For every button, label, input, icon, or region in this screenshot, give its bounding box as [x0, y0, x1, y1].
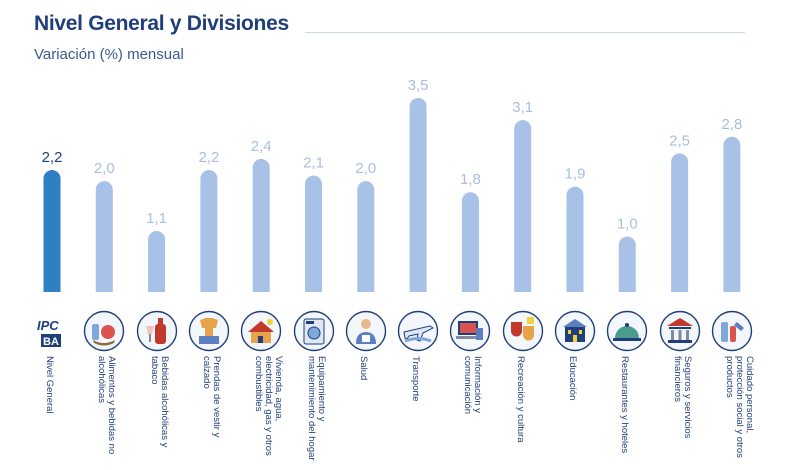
category-label-text: Restaurantes y hoteles	[619, 356, 631, 454]
wine-bottle-icon	[136, 310, 178, 352]
category-label-text: Cuidado personal, protección social y ot…	[723, 356, 755, 458]
svg-text:BA: BA	[43, 336, 59, 348]
house-utilities-icon	[240, 310, 282, 352]
category-label-text: Transporte	[410, 356, 422, 402]
value-label-cuidado-personal-proteccion-social-y-otros-productos: 2,8	[721, 116, 742, 133]
category-label-text: Prendas de vestir y calzado	[200, 356, 222, 438]
bar-salud	[357, 181, 375, 300]
bar-recreacion-y-cultura	[514, 120, 532, 300]
category-label-text: Información y comunicación	[462, 356, 484, 415]
ipc-ba-logo-icon: IPC BA	[31, 310, 73, 352]
bank-icon	[659, 310, 701, 352]
value-label-restaurantes-y-hoteles: 1,0	[617, 216, 638, 233]
value-label-vivienda-agua-electricidad-gas-y-otros-combustibles: 2,4	[251, 138, 272, 155]
category-label-text: Bebidas alcohólicas y tabaco	[148, 356, 170, 448]
clothing-icon	[188, 310, 230, 352]
category-label-seguros-y-servicios-financieros: Seguros y servicios financieros	[670, 356, 693, 466]
value-label-salud: 2,0	[355, 160, 376, 177]
title-divider	[305, 32, 745, 33]
category-label-text: Seguros y servicios financieros	[671, 356, 693, 439]
personal-care-icon	[711, 310, 753, 352]
category-label-recreacion-y-cultura: Recreación y cultura	[513, 356, 533, 466]
washing-machine-icon	[293, 310, 335, 352]
theater-masks-icon	[502, 310, 544, 352]
chart-subtitle: Variación (%) mensual	[34, 46, 184, 63]
category-label-vivienda-agua-electricidad-gas-y-otros-combustibles: Vivienda, agua, electricidad, gas y otro…	[251, 356, 284, 466]
category-label-text: Nivel General	[44, 356, 55, 414]
category-label-restaurantes-y-hoteles: Restaurantes y hoteles	[617, 356, 637, 466]
category-label-text: Alimentos y bebidas no alcohólicas	[96, 356, 118, 455]
category-label-educacion: Educación	[565, 356, 585, 466]
bar-chart: 2,2 2,0 1,1 2,2 2,4 2,1 2,0 3,5 1,8 3,1 1,9 1,0 2,5 2…	[0, 77, 800, 300]
category-label-text: Educación	[567, 356, 578, 401]
value-label-educacion: 1,9	[565, 166, 586, 183]
bar-prendas-de-vestir-y-calzado	[200, 170, 218, 300]
value-label-nivel-general: 2,2	[42, 149, 63, 166]
category-label-text: Recreación y cultura	[514, 356, 526, 443]
category-label-text: Equipamiento y mantenimiento del hogar	[305, 356, 327, 461]
bar-vivienda-agua-electricidad-gas-y-otros-combustibles	[252, 158, 270, 300]
bar-educacion	[566, 186, 584, 300]
baseline-mask	[0, 292, 800, 300]
value-label-alimentos-y-bebidas-no-alcoholicas: 2,0	[94, 160, 115, 177]
value-label-transporte: 3,5	[408, 77, 429, 94]
category-label-bebidas-alcoholicas-y-tabaco: Bebidas alcohólicas y tabaco	[147, 356, 170, 466]
category-label-text: Vivienda, agua, electricidad, gas y otro…	[253, 356, 285, 456]
airplane-icon	[397, 310, 439, 352]
svg-text:IPC: IPC	[37, 318, 59, 333]
bar-seguros-y-servicios-financieros	[671, 153, 689, 300]
value-label-prendas-de-vestir-y-calzado: 2,2	[198, 149, 219, 166]
category-label-salud: Salud	[356, 356, 376, 466]
category-label-alimentos-y-bebidas-no-alcoholicas: Alimentos y bebidas no alcohólicas	[94, 356, 118, 466]
category-label-nivel-general: Nivel General	[42, 356, 62, 466]
value-label-informacion-y-comunicacion: 1,8	[460, 171, 481, 188]
category-label-informacion-y-comunicacion: Información y comunicación	[460, 356, 484, 466]
food-basket-icon	[83, 310, 125, 352]
value-label-bebidas-alcoholicas-y-tabaco: 1,1	[146, 210, 167, 227]
bar-cuidado-personal-proteccion-social-y-otros-productos	[723, 136, 741, 300]
bar-equipamiento-y-mantenimiento-del-hogar	[305, 175, 322, 300]
bar-alimentos-y-bebidas-no-alcoholicas	[95, 181, 113, 300]
chart-title: Nivel General y Divisiones	[34, 12, 289, 35]
school-building-icon	[554, 310, 596, 352]
category-label-text: Salud	[357, 356, 369, 381]
value-label-equipamiento-y-mantenimiento-del-hogar: 2,1	[303, 155, 324, 172]
category-label-cuidado-personal-proteccion-social-y-otros-productos: Cuidado personal, protección social y ot…	[722, 356, 755, 466]
computer-icon	[449, 310, 491, 352]
doctor-icon	[345, 310, 387, 352]
bar-nivel-general	[43, 170, 61, 300]
bar-informacion-y-comunicacion	[461, 192, 479, 300]
serving-cloche-icon	[606, 310, 648, 352]
bar-transporte	[409, 98, 427, 300]
bar-restaurantes-y-hoteles	[618, 236, 636, 300]
category-label-prendas-de-vestir-y-calzado: Prendas de vestir y calzado	[199, 356, 222, 466]
bar-bebidas-alcoholicas-y-tabaco	[148, 231, 166, 300]
value-label-recreacion-y-cultura: 3,1	[512, 99, 533, 116]
value-label-seguros-y-servicios-financieros: 2,5	[669, 132, 690, 149]
category-label-equipamiento-y-mantenimiento-del-hogar: Equipamiento y mantenimiento del hogar	[304, 356, 327, 466]
category-label-transporte: Transporte	[408, 356, 428, 466]
